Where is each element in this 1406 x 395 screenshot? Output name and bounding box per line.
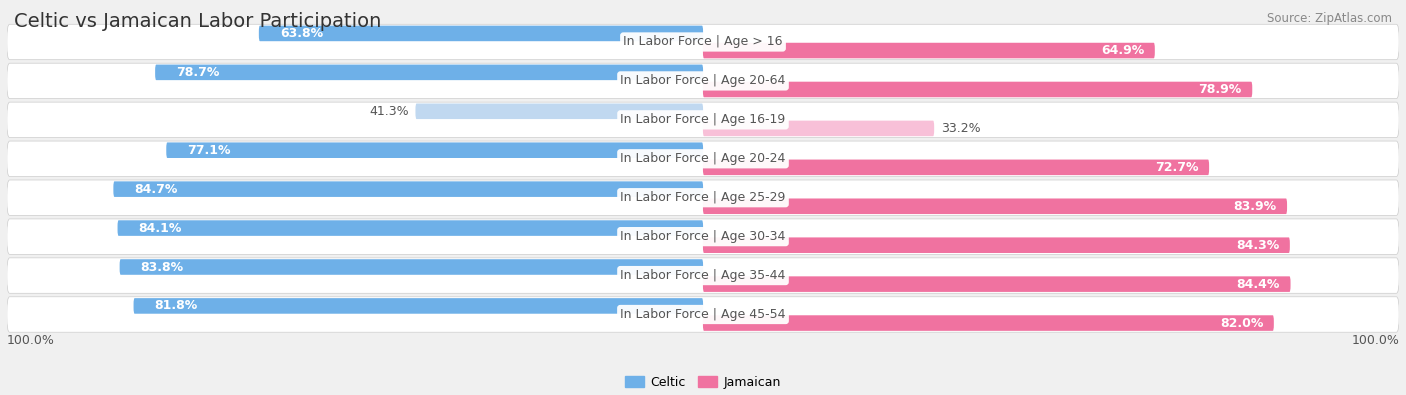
FancyBboxPatch shape bbox=[134, 298, 703, 314]
FancyBboxPatch shape bbox=[703, 120, 934, 136]
Text: 33.2%: 33.2% bbox=[941, 122, 980, 135]
FancyBboxPatch shape bbox=[415, 103, 703, 119]
FancyBboxPatch shape bbox=[703, 160, 1209, 175]
Text: Source: ZipAtlas.com: Source: ZipAtlas.com bbox=[1267, 12, 1392, 25]
Text: 100.0%: 100.0% bbox=[7, 335, 55, 348]
Text: 41.3%: 41.3% bbox=[368, 105, 409, 118]
Text: 63.8%: 63.8% bbox=[280, 27, 323, 40]
Text: 83.9%: 83.9% bbox=[1233, 200, 1277, 213]
FancyBboxPatch shape bbox=[7, 63, 1399, 99]
FancyBboxPatch shape bbox=[703, 198, 1286, 214]
Text: In Labor Force | Age 20-24: In Labor Force | Age 20-24 bbox=[620, 152, 786, 165]
Text: 84.1%: 84.1% bbox=[139, 222, 181, 235]
FancyBboxPatch shape bbox=[114, 181, 703, 197]
Text: 78.7%: 78.7% bbox=[176, 66, 219, 79]
Text: 81.8%: 81.8% bbox=[155, 299, 198, 312]
Text: 84.4%: 84.4% bbox=[1237, 278, 1279, 291]
Text: 77.1%: 77.1% bbox=[187, 144, 231, 157]
FancyBboxPatch shape bbox=[120, 259, 703, 275]
FancyBboxPatch shape bbox=[703, 315, 1274, 331]
Text: Celtic vs Jamaican Labor Participation: Celtic vs Jamaican Labor Participation bbox=[14, 12, 381, 31]
Text: 82.0%: 82.0% bbox=[1220, 316, 1264, 329]
Text: 84.3%: 84.3% bbox=[1236, 239, 1279, 252]
Text: In Labor Force | Age 25-29: In Labor Force | Age 25-29 bbox=[620, 191, 786, 204]
FancyBboxPatch shape bbox=[703, 237, 1289, 253]
Text: 100.0%: 100.0% bbox=[1351, 335, 1399, 348]
FancyBboxPatch shape bbox=[259, 26, 703, 41]
Text: In Labor Force | Age 35-44: In Labor Force | Age 35-44 bbox=[620, 269, 786, 282]
Text: In Labor Force | Age 16-19: In Labor Force | Age 16-19 bbox=[620, 113, 786, 126]
Text: In Labor Force | Age > 16: In Labor Force | Age > 16 bbox=[623, 36, 783, 49]
Text: 84.7%: 84.7% bbox=[135, 182, 177, 196]
Text: In Labor Force | Age 20-64: In Labor Force | Age 20-64 bbox=[620, 74, 786, 87]
Text: 72.7%: 72.7% bbox=[1156, 161, 1198, 174]
FancyBboxPatch shape bbox=[7, 141, 1399, 177]
FancyBboxPatch shape bbox=[7, 102, 1399, 137]
FancyBboxPatch shape bbox=[7, 24, 1399, 60]
FancyBboxPatch shape bbox=[703, 276, 1291, 292]
FancyBboxPatch shape bbox=[7, 297, 1399, 332]
Text: 83.8%: 83.8% bbox=[141, 260, 184, 273]
FancyBboxPatch shape bbox=[703, 82, 1253, 97]
FancyBboxPatch shape bbox=[155, 64, 703, 80]
Text: In Labor Force | Age 45-54: In Labor Force | Age 45-54 bbox=[620, 308, 786, 321]
FancyBboxPatch shape bbox=[7, 180, 1399, 215]
FancyBboxPatch shape bbox=[166, 143, 703, 158]
Text: 78.9%: 78.9% bbox=[1198, 83, 1241, 96]
FancyBboxPatch shape bbox=[703, 43, 1154, 58]
Text: 64.9%: 64.9% bbox=[1101, 44, 1144, 57]
Legend: Celtic, Jamaican: Celtic, Jamaican bbox=[620, 371, 786, 393]
FancyBboxPatch shape bbox=[118, 220, 703, 236]
FancyBboxPatch shape bbox=[7, 258, 1399, 293]
Text: In Labor Force | Age 30-34: In Labor Force | Age 30-34 bbox=[620, 230, 786, 243]
FancyBboxPatch shape bbox=[7, 219, 1399, 254]
